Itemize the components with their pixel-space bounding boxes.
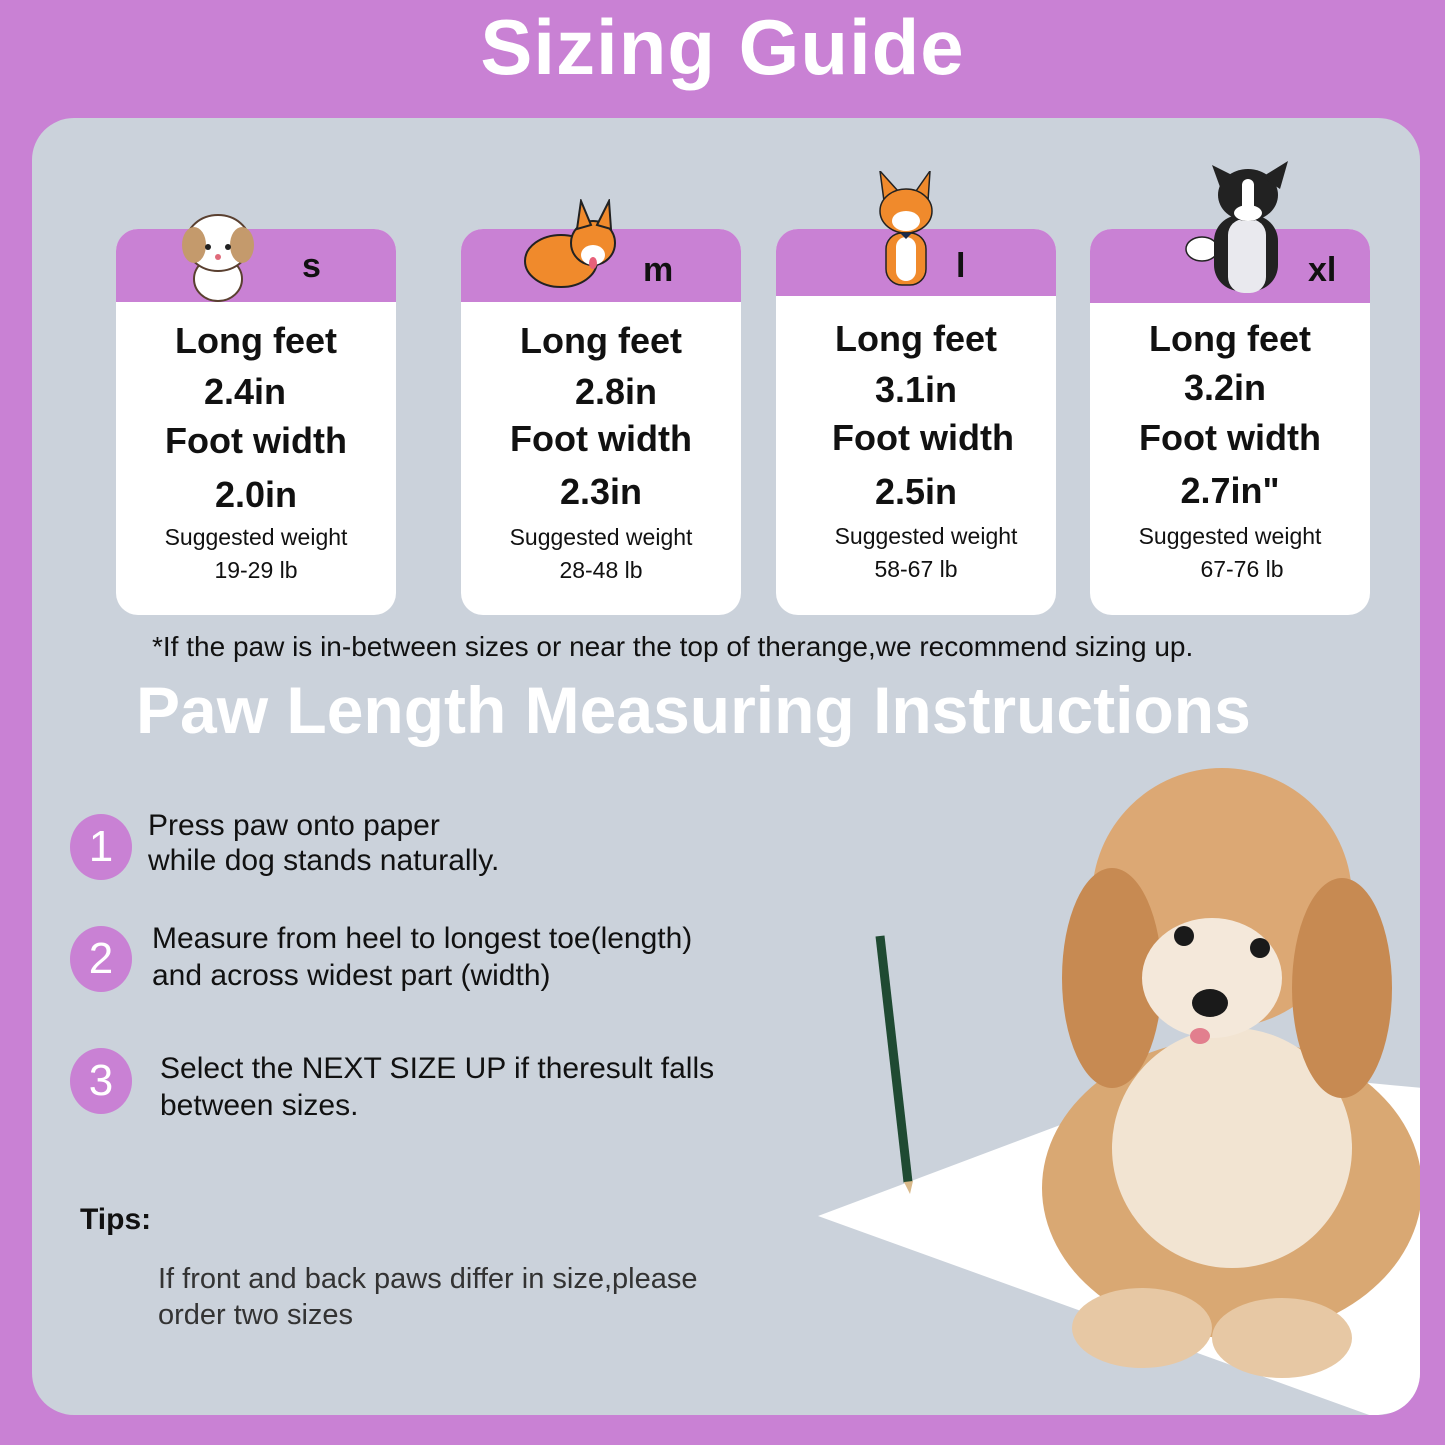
- step-text-line: Select the NEXT SIZE UP if theresult fal…: [160, 1052, 715, 1085]
- page-title: Sizing Guide: [480, 3, 965, 91]
- step-text-line: while dog stands naturally.: [148, 844, 500, 877]
- weight-label: Suggested weight: [509, 524, 693, 550]
- border-collie-icon: [1185, 161, 1288, 293]
- tips-line: order two sizes: [158, 1299, 354, 1331]
- shih-tzu-icon: [182, 214, 254, 302]
- weight-value: 58-67 lb: [874, 556, 958, 582]
- weight-label: Suggested weight: [834, 523, 1018, 549]
- step-number: 3: [70, 1048, 132, 1114]
- card-header: [116, 229, 396, 302]
- puppy-image: [1042, 768, 1420, 1378]
- width-label: Foot width: [510, 418, 692, 459]
- length-value: 3.1in: [874, 369, 958, 410]
- width-value: 2.7in": [1180, 470, 1280, 511]
- size-label: xl: [1308, 251, 1337, 289]
- size-card-m: m Long feet 2.8in Foot width 2.3in Sugge…: [461, 199, 741, 615]
- weight-label: Suggested weight: [164, 524, 348, 550]
- shiba-icon: [879, 171, 933, 286]
- step-number: 2: [70, 926, 132, 992]
- step-number: 1: [70, 814, 132, 880]
- size-card-s: s Long feet 2.4in Foot width 2.0in Sugge…: [116, 214, 396, 615]
- width-label: Foot width: [832, 417, 1014, 458]
- width-label: Foot width: [165, 420, 347, 461]
- size-label: l: [956, 247, 966, 285]
- sizing-note: *If the paw is in-between sizes or near …: [152, 631, 1194, 662]
- size-label: s: [302, 247, 321, 285]
- step-text-line: Measure from heel to longest toe(length): [152, 922, 693, 955]
- weight-value: 67-76 lb: [1200, 556, 1284, 582]
- length-value: 2.4in: [203, 371, 287, 412]
- pencil-icon: [875, 935, 913, 1194]
- step-text-line: Press paw onto paper: [148, 809, 440, 842]
- length-value: 2.8in: [574, 371, 658, 412]
- length-label: Long feet: [1149, 318, 1311, 359]
- width-value: 2.3in: [559, 471, 643, 512]
- weight-label: Suggested weight: [1138, 523, 1322, 549]
- width-label: Foot width: [1139, 417, 1321, 458]
- weight-value: 28-48 lb: [559, 557, 643, 583]
- corgi-icon: [524, 199, 616, 288]
- tips-line: If front and back paws differ in size,pl…: [158, 1263, 698, 1295]
- size-label: m: [643, 251, 674, 289]
- content-panel: s Long feet 2.4in Foot width 2.0in Sugge…: [32, 118, 1420, 1415]
- length-value: 3.2in: [1183, 367, 1267, 408]
- weight-value: 19-29 lb: [214, 557, 298, 583]
- width-value: 2.5in: [874, 471, 958, 512]
- length-label: Long feet: [175, 320, 337, 361]
- width-value: 2.0in: [214, 474, 298, 515]
- step-text-line: and across widest part (width): [152, 959, 551, 992]
- length-label: Long feet: [520, 320, 682, 361]
- tips-label: Tips:: [80, 1203, 152, 1236]
- size-card-xl: xl Long feet 3.2in Foot width 2.7in" Sug…: [1090, 161, 1370, 615]
- step-text-line: between sizes.: [160, 1089, 359, 1122]
- dog-photo: [818, 768, 1420, 1415]
- length-label: Long feet: [835, 318, 997, 359]
- size-card-l: l Long feet 3.1in Foot width 2.5in Sugge…: [776, 171, 1056, 615]
- tips-text: If front and back paws differ in size,pl…: [158, 1261, 698, 1333]
- instructions-title: Paw Length Measuring Instructions: [136, 673, 1251, 747]
